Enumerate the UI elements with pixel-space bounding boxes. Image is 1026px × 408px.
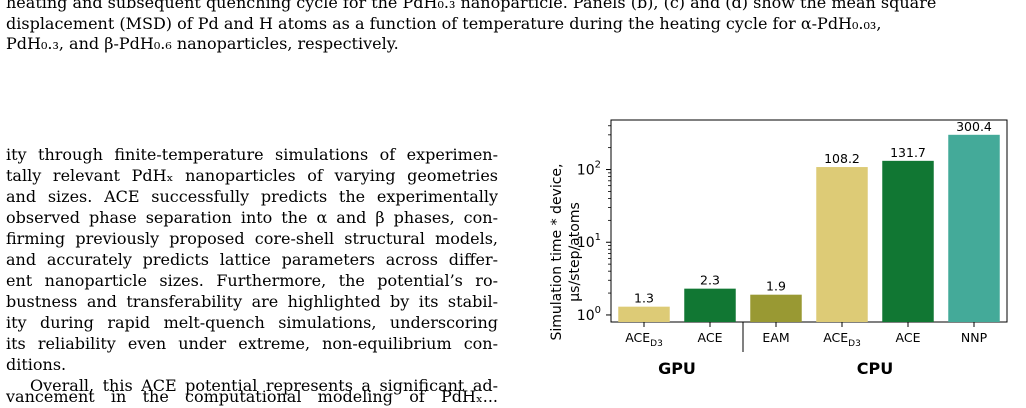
bar-nnp-cpu <box>948 134 1000 322</box>
y-axis-label-line2: μs/step/atoms <box>567 202 583 301</box>
group-label-cpu: CPU <box>857 359 893 378</box>
bar-chart: Simulation time * device, μs/step/atoms … <box>549 119 1008 378</box>
benchmark-figure: Simulation time * device, μs/step/atoms … <box>525 112 1015 408</box>
bar-eam-cpu <box>750 294 802 322</box>
bar-value-label: 1.3 <box>634 291 654 306</box>
y-axis-label: Simulation time * device, μs/step/atoms <box>549 164 583 341</box>
body-line: firming previously proposed core-shell s… <box>6 229 498 248</box>
body-line: bustness and transferability are highlig… <box>6 292 498 311</box>
x-tick-label: ACED3 <box>625 330 663 349</box>
caption-line-1: displacement (MSD) of Pd and H atoms as … <box>6 13 882 33</box>
body-line: and sizes. ACE successfully predicts the… <box>6 187 498 206</box>
y-tick-label: 100 <box>577 305 601 324</box>
body-line-cut: vancement in the computational modeling … <box>6 387 498 406</box>
group-label-gpu: GPU <box>658 359 696 378</box>
bar-value-label: 131.7 <box>890 145 926 160</box>
bar-value-label: 2.3 <box>700 273 720 288</box>
bar-value-label: 108.2 <box>824 151 860 166</box>
body-line: tally relevant PdHₓ nanoparticles of var… <box>6 166 498 185</box>
x-tick-label: NNP <box>961 330 988 345</box>
plot-frame <box>610 119 1008 323</box>
bar-ace-cpu <box>882 160 934 322</box>
body-line: ditions. <box>6 355 67 374</box>
bar-value-label: 1.9 <box>766 279 786 294</box>
body-line: ent nanoparticle sizes. Furthermore, the… <box>6 271 498 290</box>
body-line: and accurately predicts lattice paramete… <box>6 250 498 269</box>
caption-line-2: PdH₀.₃, and β-PdH₀.₆ nanoparticles, resp… <box>6 34 399 53</box>
x-tick-label: ACE <box>896 330 921 345</box>
plot-area: 100 101 102 1.3 ACED3 2.3 ACE 1.9 EAM 108.2 ACED3 1… <box>577 119 1008 378</box>
x-tick-label: ACE <box>698 330 723 345</box>
body-text-column: ity through finite-temperature simulatio… <box>6 144 498 407</box>
figure-caption: heating and subsequent quenching cycle f… <box>6 0 1016 55</box>
body-line: observed phase separation into the α and… <box>6 208 498 227</box>
body-line: ity during rapid melt-quench simulations… <box>6 313 498 332</box>
x-tick-label: EAM <box>762 330 789 345</box>
paragraph-start: Overall, this ACE potential represents a… <box>30 376 498 395</box>
bar-ace-d3-cpu <box>816 167 868 322</box>
bar-ace-gpu <box>684 288 736 322</box>
bar-value-label: 300.4 <box>956 119 992 134</box>
body-line: its reliability even under extreme, non-… <box>6 334 498 353</box>
y-tick-label: 101 <box>577 232 601 251</box>
caption-line-0: heating and subsequent quenching cycle f… <box>6 0 937 12</box>
body-line: ity through finite-temperature simulatio… <box>6 145 498 164</box>
x-tick-label: ACED3 <box>823 330 861 349</box>
bar-ace-d3-gpu <box>618 306 670 322</box>
y-tick-label: 102 <box>577 160 601 179</box>
y-axis-label-line1: Simulation time * device, <box>549 164 565 341</box>
